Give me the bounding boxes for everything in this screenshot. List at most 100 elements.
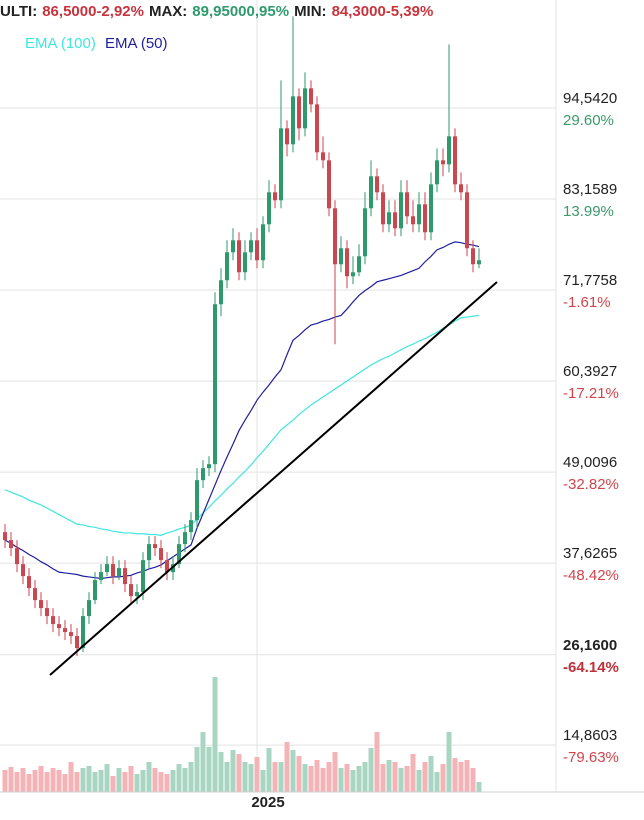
candle-body [27, 576, 31, 589]
candle-body [369, 176, 373, 209]
volume-bar [470, 768, 476, 792]
candle-body [375, 176, 379, 193]
candle-body [351, 272, 355, 277]
candle-body [189, 520, 193, 533]
candle-body [309, 88, 313, 105]
candle-body [441, 160, 445, 165]
volume-bar [86, 766, 92, 792]
candle-body [303, 88, 307, 129]
volume-bar [224, 762, 230, 792]
candle-body [225, 252, 229, 281]
candle-body [381, 192, 385, 225]
text-layer: 94,5420 29.60% 83,1589 13.99% 71,7758 -1.61% 6… [25, 35, 619, 811]
candle-body [435, 160, 439, 185]
volume-bar [206, 747, 212, 792]
header-segment: MAX: [149, 3, 187, 20]
candle-body [195, 480, 199, 521]
y-tick-percent: -1.61% [563, 294, 611, 311]
candle-body [201, 468, 205, 481]
legend-entry: EMA (50) [105, 35, 168, 52]
volume-bar [374, 732, 380, 792]
y-tick-percent: -79.63% [563, 749, 619, 766]
volume-bar [290, 750, 296, 792]
candle-body [105, 564, 109, 573]
candle-body [387, 212, 391, 225]
volume-bar [218, 752, 224, 792]
candle-body [261, 224, 265, 261]
candle-body [129, 584, 133, 597]
volume-bar [278, 762, 284, 792]
candle-body [15, 548, 19, 565]
volume-bar [182, 768, 188, 792]
volume-bar [344, 764, 350, 792]
y-tick-label: 14,8603 [563, 727, 617, 744]
volume-bar [398, 768, 404, 792]
volume-bar [296, 756, 302, 792]
candle-body [285, 128, 289, 145]
volume-bar [314, 760, 320, 792]
y-tick-label: 83,1589 [563, 181, 617, 198]
candle-body [213, 304, 217, 465]
volume-bar [302, 764, 308, 792]
ema-line [4, 314, 480, 536]
volume-bar [140, 770, 146, 792]
candle-body [243, 252, 247, 273]
header-segment: 84,3000-5,39% [332, 3, 434, 20]
candle-body [93, 580, 97, 601]
candle-body [423, 204, 427, 233]
volume-bar [272, 762, 278, 792]
y-tick-label: 37,6265 [563, 545, 617, 562]
candle-body [207, 464, 211, 469]
candle-body [339, 248, 343, 265]
y-tick-percent: -48.42% [563, 567, 619, 584]
y-tick-label: 71,7758 [563, 272, 617, 289]
candle-body [111, 564, 115, 577]
volume-bar [380, 764, 386, 792]
candle-body [75, 636, 79, 649]
candle-body [327, 160, 331, 209]
candle-body [9, 540, 13, 549]
volume-bar [404, 766, 410, 792]
x-tick-label: 2025 [251, 794, 284, 811]
volume-bar [362, 762, 368, 792]
candle-body [405, 192, 409, 217]
volume-bar [62, 774, 68, 792]
candle-body [471, 248, 475, 265]
volume-bar [386, 760, 392, 792]
candle-body [3, 532, 7, 541]
candle-body [237, 240, 241, 273]
candle-body [333, 208, 337, 265]
legend-entry: EMA (100) [25, 35, 96, 52]
volume-bar [44, 772, 50, 792]
y-tick-percent: -32.82% [563, 476, 619, 493]
volume-bar [188, 762, 194, 792]
ema-layer [4, 241, 480, 580]
volume-bar [236, 754, 242, 792]
volume-bar [326, 762, 332, 792]
candle-body [249, 240, 253, 253]
volume-bar [134, 774, 140, 792]
volume-bar [68, 762, 74, 792]
candle-body [297, 96, 301, 129]
volume-bar [428, 756, 434, 792]
candle-body [453, 136, 457, 185]
candle-body [141, 560, 145, 593]
y-tick-label: 60,3927 [563, 363, 617, 380]
volume-bar [2, 770, 8, 792]
candle-body [465, 192, 469, 249]
volume-bar [350, 770, 356, 792]
candle-body [345, 248, 349, 277]
candle-body [291, 96, 295, 145]
volume-bar [116, 768, 122, 792]
volume-bar [32, 770, 38, 792]
volume-bar [20, 768, 26, 792]
y-tick-percent: 13.99% [563, 203, 614, 220]
y-tick-percent: -64.14% [563, 659, 619, 676]
candle-body [99, 572, 103, 581]
volume-bar [152, 768, 158, 792]
volume-bar [308, 766, 314, 792]
candle-body [255, 240, 259, 261]
volume-bar [260, 770, 266, 792]
candle-body [21, 564, 25, 577]
volume-bar [284, 742, 290, 792]
